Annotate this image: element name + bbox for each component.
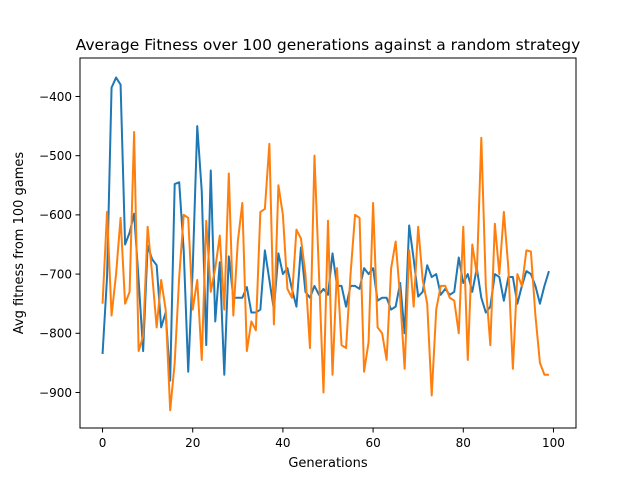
x-tick-label: 100 (542, 436, 565, 450)
y-tick-label: −500 (39, 149, 72, 163)
series-layer (101, 76, 550, 412)
y-tick-label: −400 (39, 90, 72, 104)
chart-title: Average Fitness over 100 generations aga… (76, 36, 581, 54)
y-tick-label: −900 (39, 386, 72, 400)
y-axis-label: Avg fitness from 100 games (12, 152, 27, 335)
x-tick-label: 40 (275, 436, 290, 450)
plot-frame (79, 57, 577, 429)
x-axis-ticks: 0 20 40 60 80 100 (99, 428, 565, 450)
x-tick-label: 80 (456, 436, 471, 450)
y-axis-ticks: −900 −800 −700 −600 −500 −400 (39, 90, 80, 400)
series-line-2 (101, 131, 549, 412)
y-tick-label: −600 (39, 208, 72, 222)
x-axis-label: Generations (288, 456, 368, 471)
y-tick-label: −800 (39, 327, 72, 341)
x-tick-label: 0 (99, 436, 107, 450)
x-tick-label: 60 (365, 436, 380, 450)
y-tick-label: −700 (39, 267, 72, 281)
x-tick-label: 20 (185, 436, 200, 450)
